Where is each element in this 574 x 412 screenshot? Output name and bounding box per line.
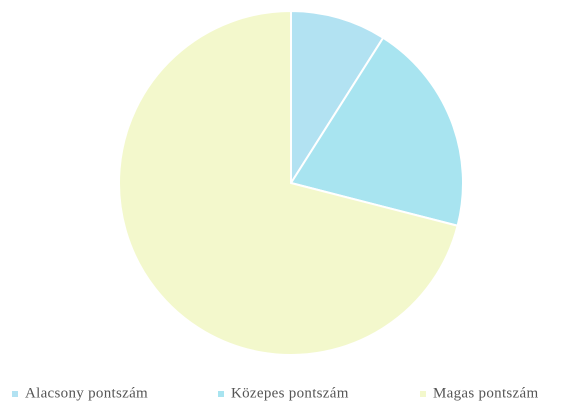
- legend-marker: [12, 391, 18, 397]
- legend-label: Közepes pontszám: [231, 385, 349, 401]
- pie-slice: [118, 9, 459, 356]
- pie-slice: [289, 36, 464, 227]
- legend-label: Alacsony pontszám: [25, 385, 148, 401]
- legend-marker: [420, 391, 426, 397]
- pie-slice: [290, 9, 385, 187]
- legend-marker: [218, 391, 224, 397]
- legend-label: Magas pontszám: [433, 385, 538, 401]
